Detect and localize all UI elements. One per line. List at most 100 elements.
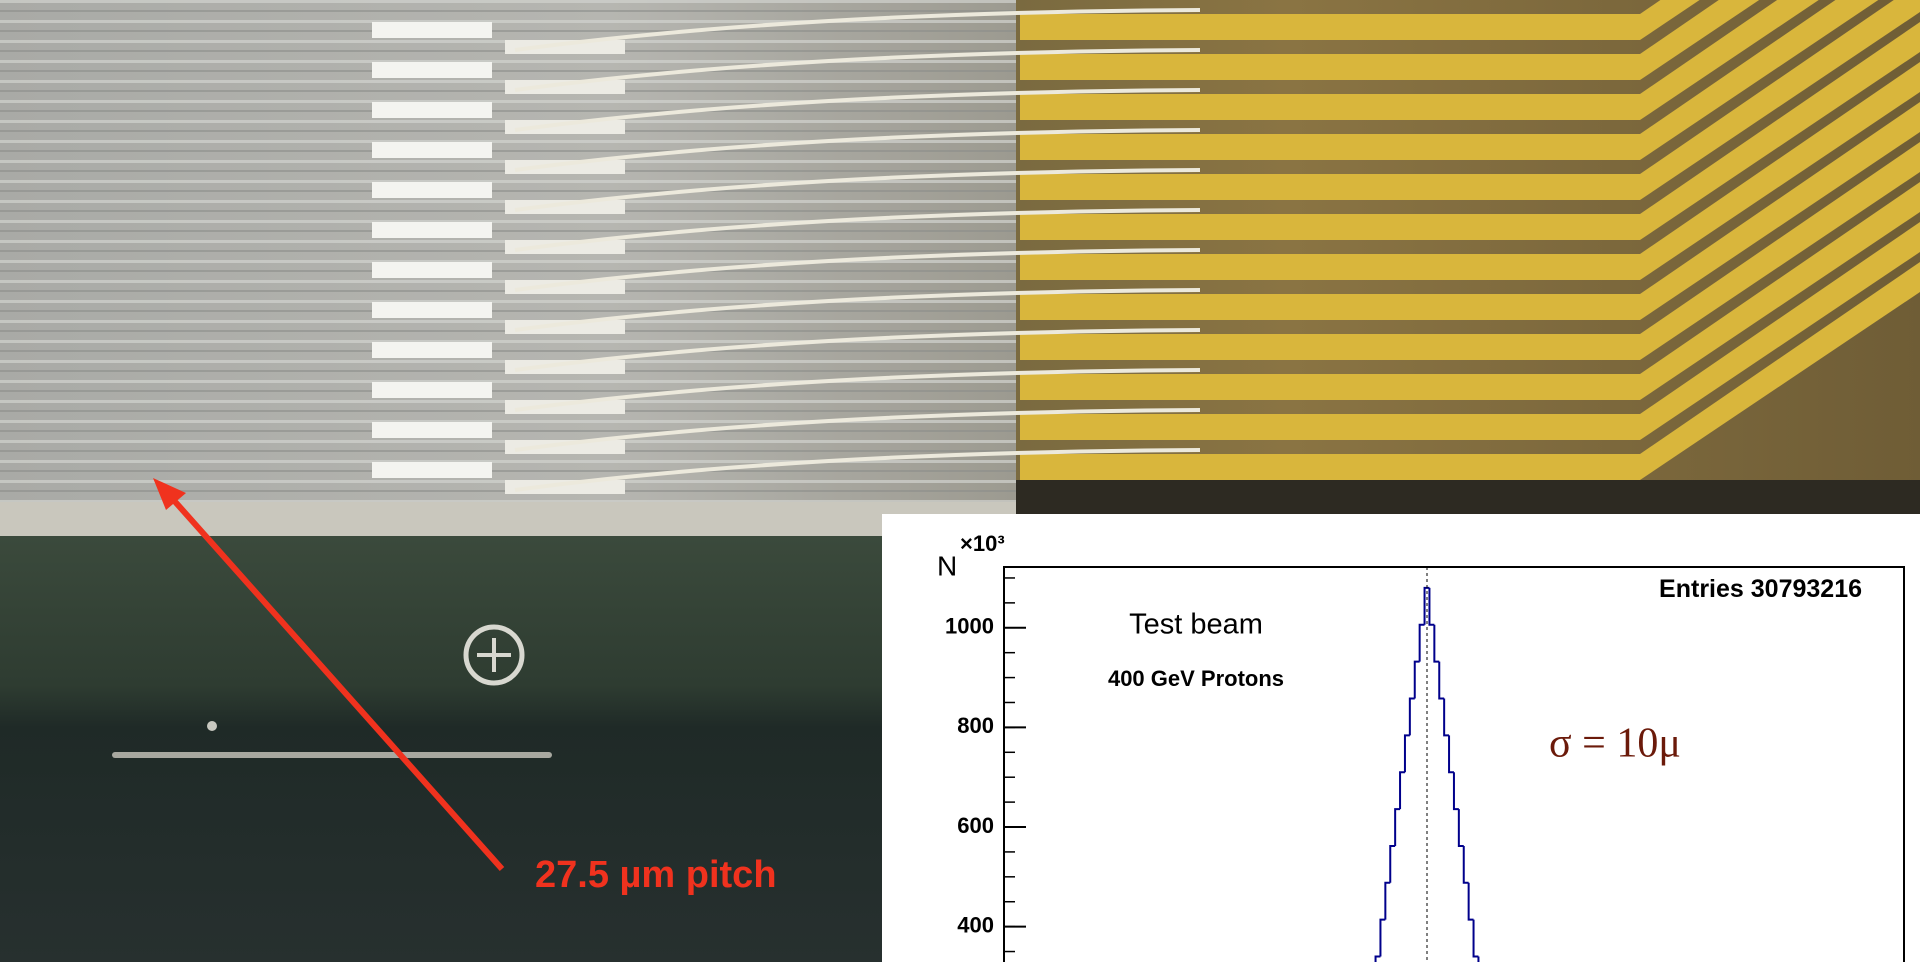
inset-background: [882, 514, 1920, 962]
histogram-bin: [1472, 919, 1479, 958]
bond-pad: [505, 320, 625, 334]
annotation: 400 GeV Protons: [1108, 666, 1284, 691]
wire-bond: [514, 48, 1201, 92]
histogram-bin: [1428, 587, 1435, 626]
gold-trace: [1020, 294, 1640, 320]
y-multiplier: ×10³: [960, 531, 1005, 556]
gold-trace: [1020, 94, 1640, 120]
gold-trace: [1640, 0, 1700, 40]
y-tick-label: 400: [957, 912, 994, 937]
gold-trace: [1020, 174, 1640, 200]
annotation: Test beam: [1129, 609, 1263, 641]
bond-pad: [372, 382, 492, 398]
wire-bond: [514, 8, 1201, 52]
arrow-shaft: [167, 494, 505, 871]
sensor-edge: [0, 502, 1016, 542]
bond-pad: [372, 302, 492, 318]
gold-trace: [1640, 0, 1879, 160]
bond-pad: [372, 62, 492, 78]
bond-pad: [372, 342, 492, 358]
wire-bond: [514, 328, 1201, 372]
bond-pad: [505, 80, 625, 94]
bond-pads: [372, 22, 625, 494]
gold-trace: [1640, 142, 1920, 360]
pitch-annotation: 27.5 µm pitch: [535, 854, 777, 896]
bond-pad: [505, 440, 625, 454]
wire-bonds: [514, 8, 1201, 492]
gold-trace: [1640, 22, 1920, 240]
wire-bond: [514, 128, 1201, 172]
bond-pad: [505, 200, 625, 214]
bond-pad: [372, 222, 492, 238]
histogram-bin: [1418, 623, 1425, 662]
y-tick-label: 1000: [945, 614, 994, 639]
histogram-bin: [1462, 845, 1469, 884]
annotation: σ = 10μ: [1549, 721, 1681, 767]
histogram-bin: [1403, 734, 1410, 773]
edge-line: [112, 752, 552, 758]
bond-pad: [505, 480, 625, 494]
gold-trace: [1020, 14, 1640, 40]
bond-pad: [505, 160, 625, 174]
histogram-bin: [1394, 808, 1401, 846]
histogram-bin: [1452, 772, 1459, 811]
fiducial-cross: [477, 638, 511, 672]
gold-traces: [1020, 0, 1920, 480]
fiducial-mark: [463, 624, 525, 686]
wire-bond: [514, 368, 1201, 412]
histogram-bin: [1413, 660, 1420, 699]
entries-value: 30793216: [1751, 575, 1862, 603]
y-axis-label: N: [937, 550, 957, 581]
bond-pad: [372, 182, 492, 198]
gold-trace: [1640, 262, 1920, 480]
histogram-bin: [1457, 809, 1464, 847]
histogram-inset: N ×10³ Entries 30793216 Test beam 400 Ge…: [882, 514, 1920, 962]
histogram-bin: [1433, 624, 1440, 663]
bond-pad: [372, 462, 492, 478]
gold-trace: [1020, 414, 1640, 440]
wire-bond: [514, 288, 1201, 332]
bond-pad: [505, 360, 625, 374]
wire-bond: [514, 248, 1201, 292]
histogram-bin: [1379, 918, 1386, 957]
histogram-bin: [1443, 698, 1450, 737]
wire-bond: [514, 88, 1201, 132]
gold-trace: [1020, 374, 1640, 400]
bond-pad: [372, 102, 492, 118]
bond-pad: [505, 40, 625, 54]
histogram-bin: [1389, 844, 1396, 883]
y-tick-label: 800: [957, 713, 994, 738]
histogram-bin: [1374, 955, 1381, 962]
bond-pad: [372, 262, 492, 278]
histogram-bin: [1467, 882, 1474, 921]
gold-trace: [1640, 0, 1920, 200]
wire-bond: [514, 208, 1201, 252]
entries-label: Entries: [1659, 575, 1744, 603]
bond-pad: [372, 22, 492, 38]
plot-frame: [1003, 566, 1905, 962]
wire-bond: [514, 168, 1201, 212]
gold-trace: [1020, 134, 1640, 160]
histogram-bins: [1374, 586, 1480, 962]
bond-pad: [505, 240, 625, 254]
gold-trace: [1020, 54, 1640, 80]
gold-trace: [1640, 182, 1920, 400]
histogram-bin: [1408, 697, 1415, 736]
histogram-bin: [1438, 661, 1445, 700]
bond-pad: [372, 142, 492, 158]
entries-stat: Entries 30793216: [1659, 575, 1862, 603]
histogram-bin: [1399, 771, 1405, 810]
gold-trace: [1640, 62, 1920, 280]
bond-pad: [372, 422, 492, 438]
gold-trace: [1020, 454, 1640, 480]
gold-trace: [1640, 102, 1920, 320]
gold-trace: [1020, 254, 1640, 280]
gold-trace: [1020, 334, 1640, 360]
wire-bond: [514, 448, 1201, 492]
y-tick-label: 600: [957, 813, 994, 838]
histogram-bin: [1423, 586, 1430, 625]
histogram-bin: [1384, 881, 1391, 920]
gold-trace: [1020, 214, 1640, 240]
fiducial-dot: [207, 721, 217, 731]
